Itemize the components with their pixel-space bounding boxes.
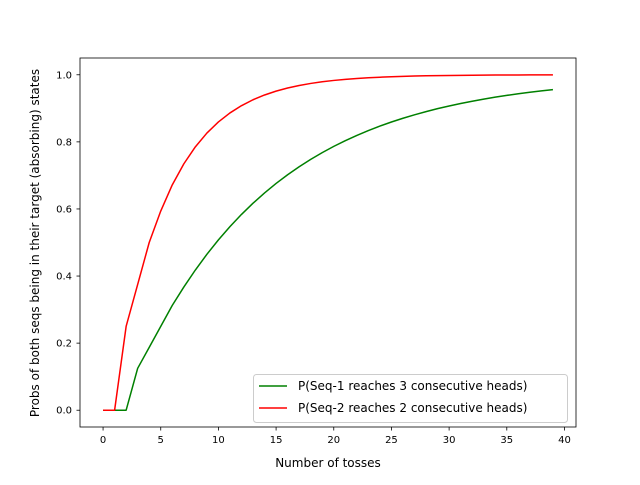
- legend-label-seq-2: P(Seq-2 reaches 2 consecutive heads): [298, 401, 527, 415]
- x-tick-label: 20: [327, 435, 340, 446]
- x-tick-label: 10: [212, 435, 225, 446]
- x-tick-label: 30: [443, 435, 456, 446]
- plot-lines: [103, 74, 554, 411]
- series-line-seq-1: [103, 88, 554, 411]
- x-tick-label: 0: [100, 435, 106, 446]
- y-tick-label: 0.6: [56, 204, 72, 215]
- y-tick-label: 0.4: [56, 272, 72, 283]
- series-line-seq-2: [103, 74, 553, 411]
- y-axis: 0.0 0.2 0.4 0.6 0.8 1.0: [56, 70, 80, 417]
- axes-spines: [79, 57, 577, 428]
- legend-label-seq-1: P(Seq-1 reaches 3 consecutive heads): [298, 379, 527, 393]
- axes-frame: [79, 57, 577, 428]
- y-tick-label: 0.0: [56, 406, 72, 417]
- x-tick-label: 35: [500, 435, 513, 446]
- x-tick-label: 15: [270, 435, 283, 446]
- legend: P(Seq-1 reaches 3 consecutive heads) P(S…: [253, 374, 568, 423]
- x-tick-label: 40: [558, 435, 571, 446]
- x-axis-label: Number of tosses: [275, 456, 381, 470]
- y-tick-label: 1.0: [56, 70, 72, 81]
- y-tick-label: 0.8: [56, 137, 72, 148]
- x-axis: 0 5 10 15 20 25 30 35 40: [100, 427, 571, 446]
- legend-frame: [253, 374, 568, 423]
- y-axis-label: Probs of both seqs being in their target…: [28, 69, 42, 417]
- x-tick-label: 25: [385, 435, 398, 446]
- y-tick-label: 0.2: [56, 339, 72, 350]
- x-tick-label: 5: [158, 435, 164, 446]
